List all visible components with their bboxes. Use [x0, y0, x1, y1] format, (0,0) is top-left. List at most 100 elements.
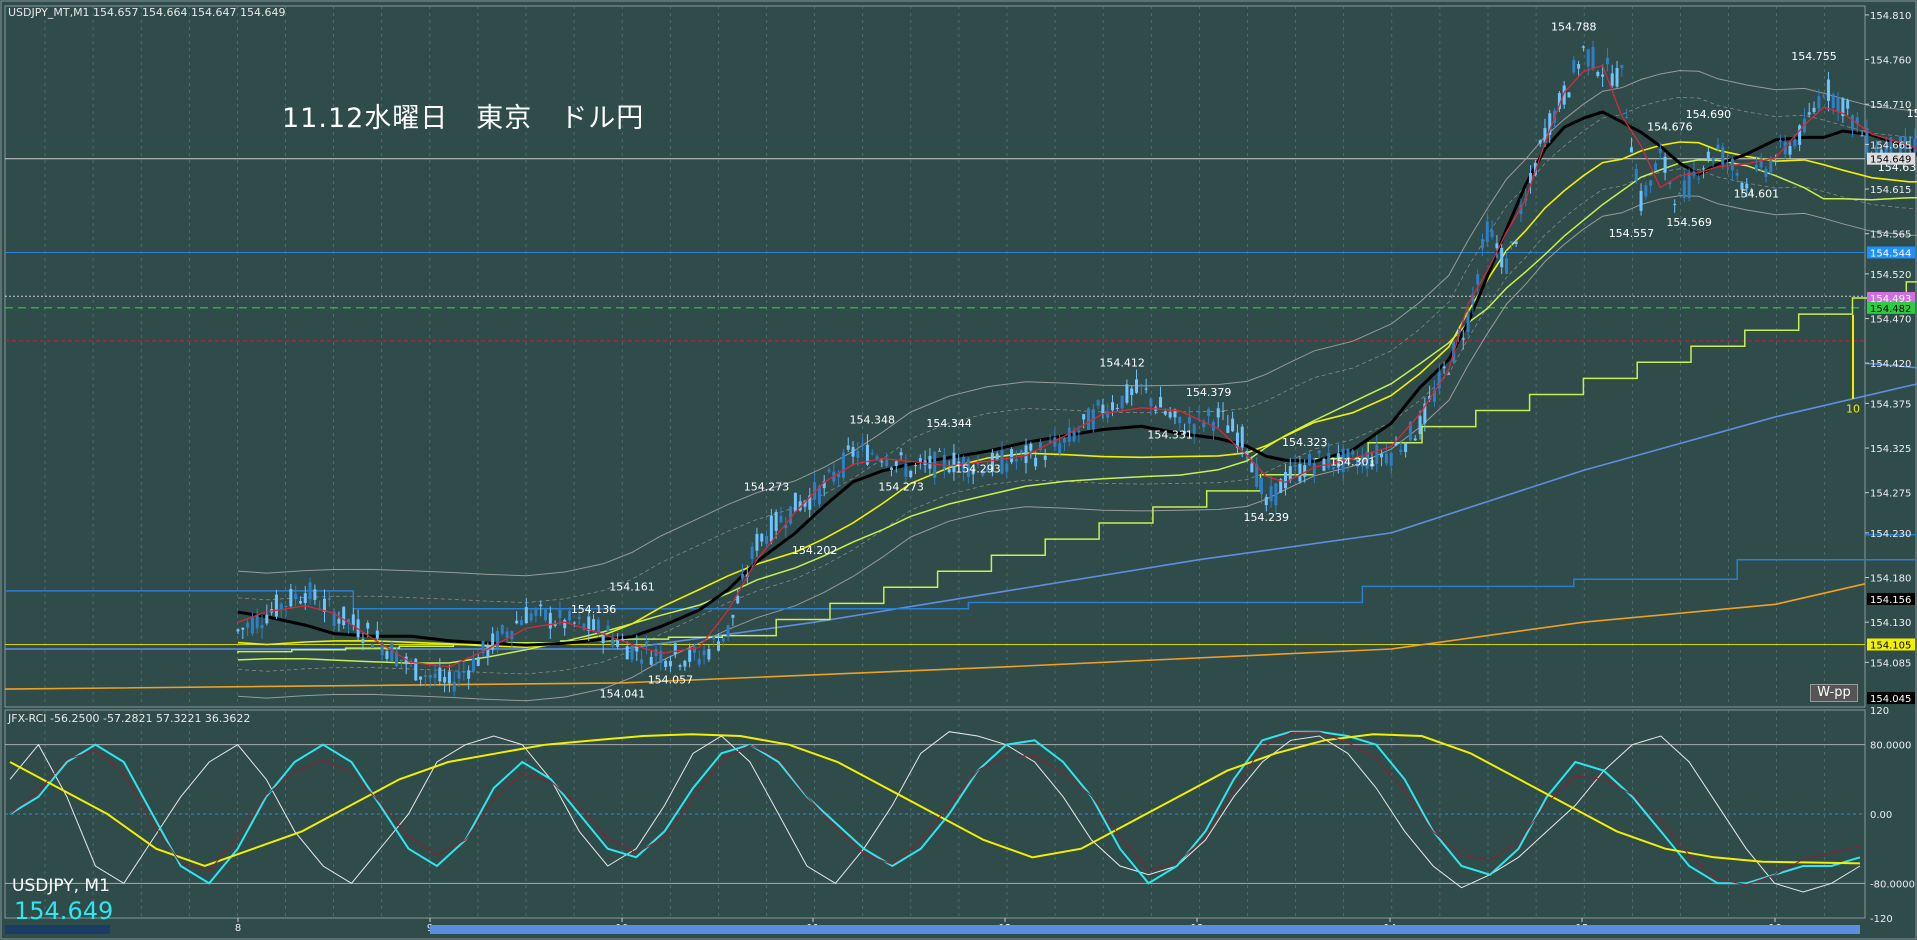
candle-body: [755, 533, 759, 551]
candle-body: [1447, 373, 1451, 375]
candle-body: [1903, 136, 1907, 150]
candle-body: [827, 469, 831, 472]
rci-tick-label: 80.0000: [1870, 741, 1911, 752]
y-tick-label: 154.760: [1870, 56, 1911, 67]
y-tick-label: 154.710: [1870, 100, 1911, 111]
candle-body: [1279, 479, 1283, 493]
candle-body: [1111, 402, 1115, 411]
candle-body: [1562, 85, 1566, 105]
candle-body: [495, 631, 499, 649]
candle-body: [1072, 431, 1076, 442]
candle-body: [1106, 411, 1110, 418]
chart-title: 11.12水曜日 東京 ドル円: [282, 103, 645, 134]
candle-body: [1658, 148, 1662, 153]
bottom-price-label: 154.649: [14, 897, 114, 925]
candle-body: [1399, 449, 1403, 453]
candle-body: [1139, 384, 1143, 386]
candle-body: [1846, 100, 1850, 109]
candle-body: [443, 677, 447, 683]
candle-body: [347, 619, 351, 624]
price-annotation: 154.601: [1734, 188, 1780, 201]
price-tag: [1867, 246, 1915, 259]
candle-body: [515, 620, 519, 624]
candle-body: [313, 589, 317, 600]
candle-body: [1543, 128, 1547, 143]
candle-body: [1754, 164, 1758, 171]
candle-body: [548, 612, 552, 629]
candle-body: [880, 461, 884, 463]
bottom-symbol-label: USDJPY, M1: [12, 876, 110, 896]
candle-body: [428, 674, 432, 678]
price-annotation: 154.239: [1244, 511, 1290, 524]
y-tick-label: 154.180: [1870, 574, 1911, 585]
candle-body: [1774, 160, 1778, 162]
candle-body: [1115, 407, 1119, 409]
candle-body: [1058, 443, 1062, 454]
candle-body: [1226, 425, 1230, 433]
price-annotation: 154.788: [1551, 21, 1597, 34]
candle-body: [1836, 97, 1840, 113]
candle-body: [784, 524, 788, 529]
price-annotation: 154.348: [850, 413, 896, 426]
wpp-button[interactable]: W-pp: [1810, 684, 1858, 702]
price-tag-label: 154.482: [1870, 304, 1911, 315]
y-tick-label: 154.470: [1870, 315, 1911, 326]
candle-body: [1005, 463, 1009, 472]
price-annotation: 154.691: [1907, 107, 1917, 120]
candle-body: [1298, 463, 1302, 482]
candle-body: [1264, 496, 1268, 506]
candle-body: [1014, 458, 1018, 462]
price-tag-label: 154.045: [1870, 694, 1911, 705]
candle-body: [1826, 79, 1830, 101]
candle-body: [1812, 107, 1816, 112]
candle-body: [544, 609, 548, 621]
candle-body: [1389, 452, 1393, 466]
candle-body: [1610, 73, 1614, 86]
candle-body: [1043, 455, 1047, 460]
price-tag: [1867, 592, 1915, 605]
candle-body: [1485, 221, 1489, 243]
candle-body: [659, 650, 663, 663]
candle-body: [1745, 184, 1749, 189]
candle-body: [717, 641, 720, 651]
candle-body: [587, 616, 591, 632]
candle-body: [918, 458, 922, 463]
candle-body: [1303, 465, 1307, 477]
rci-tick-label: 0.00: [1870, 810, 1892, 821]
candle-body: [414, 658, 418, 681]
candle-body: [620, 638, 624, 641]
y-tick-label: 154.230: [1870, 529, 1911, 540]
candle-body: [404, 656, 408, 665]
candle-body: [284, 606, 288, 608]
candle-body: [1120, 395, 1124, 409]
candle-body: [635, 645, 639, 652]
candle-body: [1086, 408, 1090, 430]
candle-body: [1216, 408, 1220, 418]
candle-body: [1135, 379, 1139, 393]
candle-body: [1653, 163, 1657, 171]
candle-body: [1764, 168, 1768, 177]
candle-body: [683, 660, 687, 667]
rci-series-line: [9, 733, 1861, 868]
candle-body: [909, 470, 913, 478]
candle-body: [265, 614, 269, 624]
candle-body: [649, 657, 653, 665]
candle-body: [1380, 453, 1384, 458]
candle-body: [697, 658, 701, 665]
candle-body: [904, 463, 908, 477]
candle-body: [1053, 437, 1057, 447]
candle-body: [524, 607, 528, 624]
candle-body: [664, 660, 668, 668]
candle-body: [241, 627, 245, 630]
candle-body: [582, 623, 586, 630]
candle-body: [1750, 189, 1754, 191]
candle-body: [803, 500, 807, 507]
ma-red-line: [237, 64, 1917, 668]
candle-body: [1130, 388, 1134, 396]
candle-body: [1029, 443, 1033, 451]
y-tick-label: 154.520: [1870, 270, 1911, 281]
candle-body: [668, 661, 672, 667]
candle-body: [1428, 396, 1432, 400]
price-annotation: 154.136: [571, 603, 617, 616]
